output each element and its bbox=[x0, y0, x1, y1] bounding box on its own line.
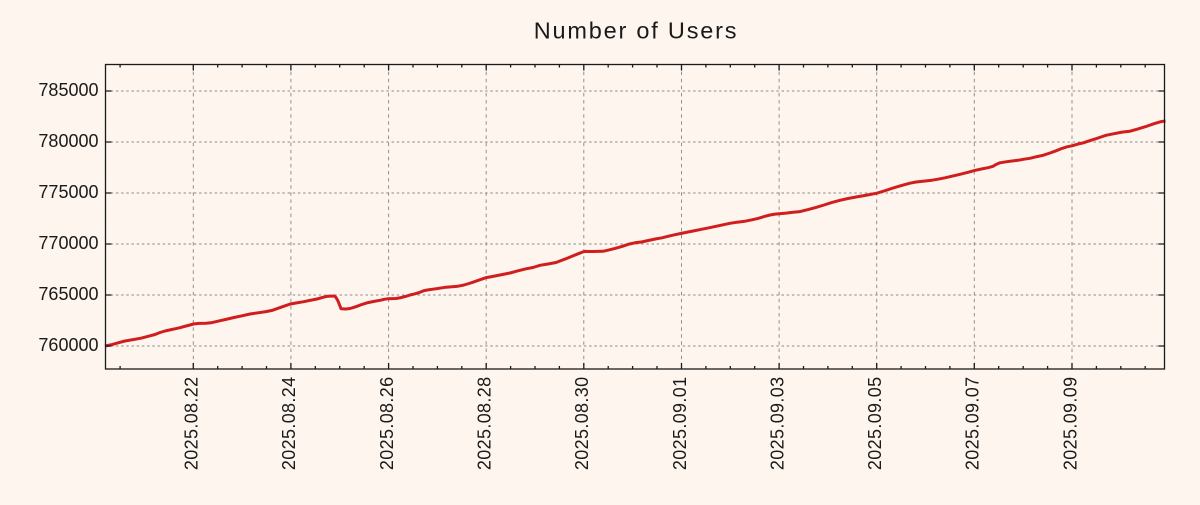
svg-text:785000: 785000 bbox=[38, 80, 98, 100]
svg-text:2025.08.22: 2025.08.22 bbox=[182, 377, 202, 471]
svg-text:2025.09.03: 2025.09.03 bbox=[767, 377, 787, 471]
svg-text:2025.09.01: 2025.09.01 bbox=[670, 377, 690, 471]
svg-text:Number of Users: Number of Users bbox=[534, 18, 739, 44]
svg-text:2025.08.28: 2025.08.28 bbox=[475, 377, 495, 471]
svg-text:775000: 775000 bbox=[38, 182, 98, 202]
svg-text:2025.09.07: 2025.09.07 bbox=[963, 377, 983, 471]
svg-text:2025.09.05: 2025.09.05 bbox=[865, 377, 885, 471]
svg-text:2025.09.09: 2025.09.09 bbox=[1060, 377, 1080, 471]
svg-text:770000: 770000 bbox=[38, 233, 98, 253]
svg-text:765000: 765000 bbox=[38, 284, 98, 304]
svg-text:780000: 780000 bbox=[38, 131, 98, 151]
svg-text:2025.08.24: 2025.08.24 bbox=[279, 377, 299, 471]
svg-text:2025.08.26: 2025.08.26 bbox=[377, 377, 397, 471]
svg-text:2025.08.30: 2025.08.30 bbox=[572, 377, 592, 471]
svg-text:760000: 760000 bbox=[38, 335, 98, 355]
